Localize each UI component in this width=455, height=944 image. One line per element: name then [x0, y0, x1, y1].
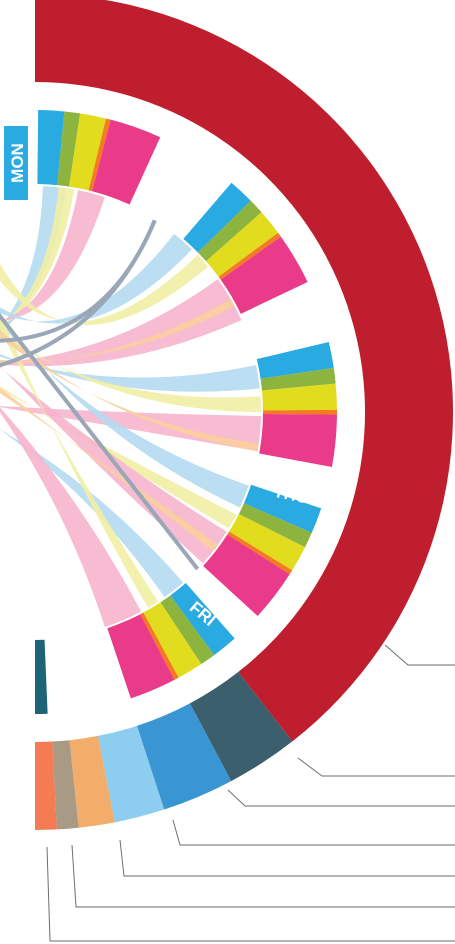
day-segment-wed-orange — [262, 409, 337, 415]
chord-ribbon — [0, 353, 260, 392]
chord-ribbon — [0, 186, 67, 334]
day-segment-thu-yellow — [229, 514, 306, 571]
chord-ribbon — [0, 406, 261, 452]
day-segment-fri-orange — [140, 612, 179, 680]
day-segment-wed-green — [260, 367, 336, 391]
day-segment-mon-orange — [88, 118, 111, 192]
day-label-mon-box — [4, 126, 28, 200]
day-segment-mon-pink — [92, 119, 161, 205]
day-segment-tue-pink — [220, 236, 308, 314]
day-segment-mon-yellow — [69, 113, 107, 191]
day-segment-thu-blue — [243, 484, 322, 533]
day-segment-thu-orange — [227, 531, 293, 575]
leader-line — [172, 819, 455, 846]
day-segment-ring — [35, 110, 337, 714]
day-segment-wed-pink — [259, 413, 337, 468]
outer-category-ring — [27, 0, 453, 830]
day-segment-fri-blue — [170, 583, 235, 656]
chord-ribbon — [0, 407, 142, 627]
day-segment-wed-blue — [256, 342, 334, 379]
day-segment-end-teal — [35, 639, 48, 714]
chord-ribbon — [0, 314, 249, 508]
chord-line — [0, 312, 200, 571]
leader-line — [71, 844, 455, 908]
day-segment-tue-orange — [218, 232, 281, 280]
outer-ring-top-gap — [27, 0, 34, 116]
outer-segment-coral — [35, 741, 57, 830]
leader-line — [46, 846, 455, 942]
chord-ribbon — [0, 190, 105, 321]
day-segment-tue-green — [197, 200, 262, 262]
day-segment-tue-blue — [183, 182, 251, 253]
outer-segment-taupe — [52, 740, 79, 830]
day-segment-fri-yellow — [143, 602, 202, 678]
day-segment-fri-pink — [107, 614, 175, 699]
day-label-mon: MON — [8, 143, 27, 183]
leader-lines — [46, 644, 455, 942]
leader-line — [297, 757, 455, 777]
chord-ribbon — [0, 233, 192, 324]
day-label-wed: WED — [260, 319, 303, 348]
outer-segment-mid-blue — [136, 703, 232, 810]
chord-ribbon — [0, 329, 261, 412]
day-segment-thu-pink — [203, 534, 290, 617]
leader-line — [384, 644, 455, 666]
chord-ribbons — [0, 186, 261, 627]
chord-ribbon — [0, 187, 75, 327]
day-label-tue: TUE — [163, 183, 201, 220]
chord-ribbon — [0, 388, 218, 552]
chord-line — [0, 219, 157, 343]
outer-segment-light-blue — [97, 725, 165, 823]
day-segment-wed-yellow — [261, 383, 337, 411]
outer-segment-red — [35, 0, 453, 742]
outer-segment-peach — [69, 735, 115, 828]
chord-ribbon — [0, 313, 159, 608]
day-segment-mon-blue — [37, 110, 65, 186]
label-mon: MON — [4, 126, 28, 200]
chord-ribbon — [0, 386, 237, 529]
day-segment-tue-yellow — [206, 212, 279, 277]
day-segment-fri-green — [160, 595, 215, 665]
chord-ribbon — [0, 429, 184, 598]
chord-ribbon — [0, 255, 209, 325]
day-segment-thu-green — [238, 503, 312, 548]
leader-line — [119, 839, 455, 877]
outer-segment-slate — [189, 672, 293, 782]
day-segment-mon-green — [57, 111, 81, 187]
leader-line — [227, 789, 455, 807]
